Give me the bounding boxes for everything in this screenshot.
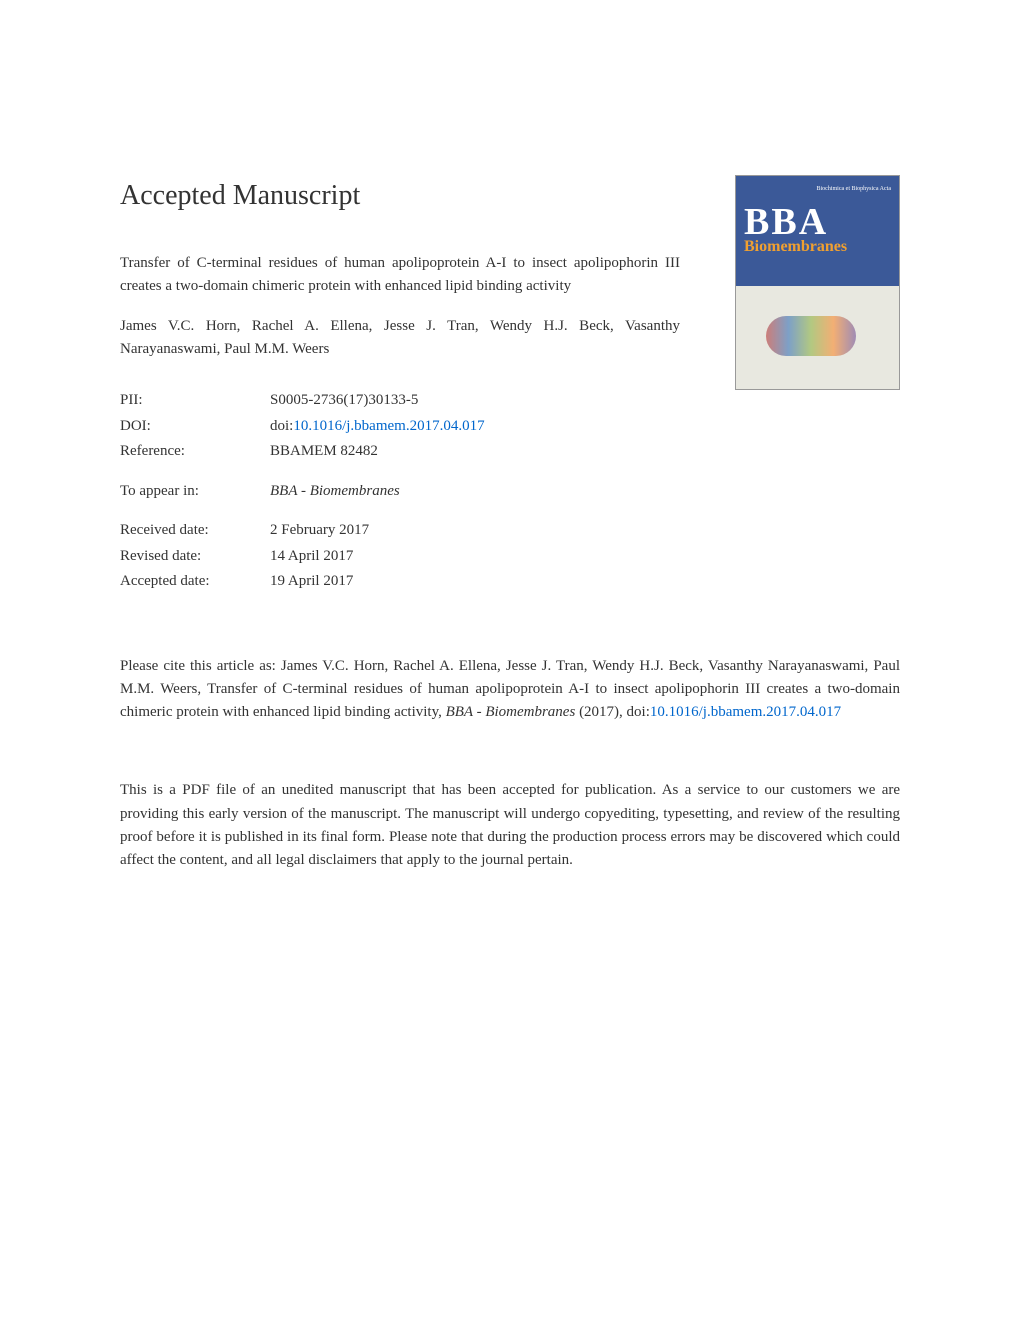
meta-label: Reference: xyxy=(120,439,270,465)
meta-value: 2 February 2017 xyxy=(270,518,369,544)
citation-doi-link[interactable]: 10.1016/j.bbamem.2017.04.017 xyxy=(650,704,841,720)
meta-value: BBA - Biomembranes xyxy=(270,479,400,505)
meta-label: Accepted date: xyxy=(120,569,270,595)
citation-prefix: Please cite this article as: xyxy=(120,658,281,674)
journal-cover-top: Biochimica et Biophysica Acta BBA Biomem… xyxy=(736,176,899,286)
meta-label: Revised date: xyxy=(120,544,270,570)
meta-row-received: Received date: 2 February 2017 xyxy=(120,518,900,544)
article-title: Transfer of C-terminal residues of human… xyxy=(120,252,680,297)
meta-block-1: PII: S0005-2736(17)30133-5 DOI: doi:10.1… xyxy=(120,388,900,465)
disclaimer-text: This is a PDF file of an unedited manusc… xyxy=(120,779,900,872)
meta-value: 14 April 2017 xyxy=(270,544,353,570)
meta-value: doi:10.1016/j.bbamem.2017.04.017 xyxy=(270,414,485,440)
meta-label: PII: xyxy=(120,388,270,414)
meta-value: S0005-2736(17)30133-5 xyxy=(270,388,418,414)
meta-row-appear: To appear in: BBA - Biomembranes xyxy=(120,479,900,505)
meta-row-doi: DOI: doi:10.1016/j.bbamem.2017.04.017 xyxy=(120,414,900,440)
journal-cover-subtitle: Biomembranes xyxy=(744,238,891,256)
journal-cover-image xyxy=(736,286,899,390)
meta-row-revised: Revised date: 14 April 2017 xyxy=(120,544,900,570)
doi-link[interactable]: 10.1016/j.bbamem.2017.04.017 xyxy=(293,418,484,434)
doi-prefix: doi: xyxy=(270,418,293,434)
meta-value: BBAMEM 82482 xyxy=(270,439,378,465)
meta-block-2: To appear in: BBA - Biomembranes xyxy=(120,479,900,505)
meta-label: Received date: xyxy=(120,518,270,544)
meta-value: 19 April 2017 xyxy=(270,569,353,595)
citation-block: Please cite this article as: James V.C. … xyxy=(120,655,900,725)
meta-label: DOI: xyxy=(120,414,270,440)
meta-label: To appear in: xyxy=(120,479,270,505)
meta-row-accepted: Accepted date: 19 April 2017 xyxy=(120,569,900,595)
citation-journal: BBA - Biomembranes xyxy=(446,704,576,720)
journal-cover-smalltext: Biochimica et Biophysica Acta xyxy=(744,186,891,192)
journal-cover: Biochimica et Biophysica Acta BBA Biomem… xyxy=(735,175,900,390)
meta-row-pii: PII: S0005-2736(17)30133-5 xyxy=(120,388,900,414)
meta-row-reference: Reference: BBAMEM 82482 xyxy=(120,439,900,465)
article-authors: James V.C. Horn, Rachel A. Ellena, Jesse… xyxy=(120,315,680,360)
meta-block-3: Received date: 2 February 2017 Revised d… xyxy=(120,518,900,595)
citation-year: (2017), doi: xyxy=(575,704,650,720)
